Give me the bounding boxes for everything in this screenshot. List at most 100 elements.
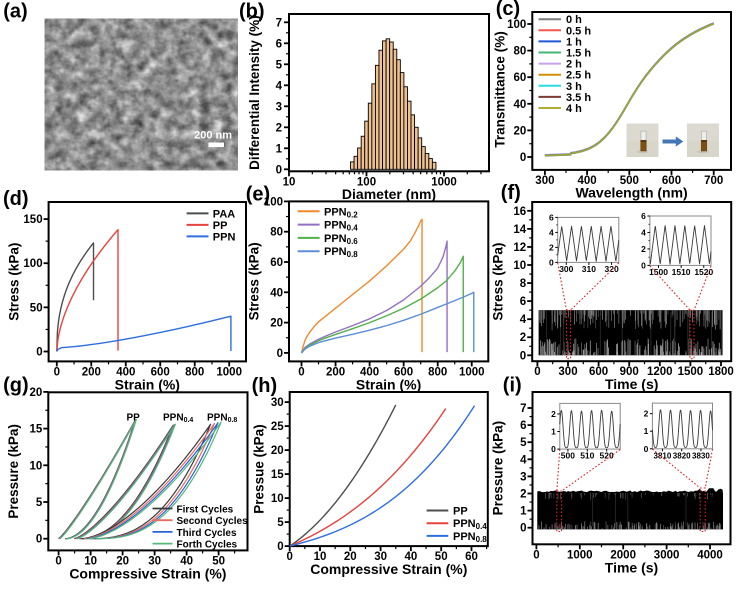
svg-text:0: 0 [641,260,646,270]
svg-text:310: 310 [582,264,596,274]
svg-text:400: 400 [360,366,379,378]
svg-text:PPN0.8: PPN0.8 [453,531,487,544]
svg-text:Third Cycles: Third Cycles [177,528,237,539]
svg-text:2000: 2000 [610,549,636,561]
svg-text:PPN0.6: PPN0.6 [324,233,358,246]
svg-text:20: 20 [270,318,283,330]
svg-text:600: 600 [394,366,413,378]
svg-text:300: 300 [535,175,554,187]
svg-text:PPN0.8: PPN0.8 [207,413,237,425]
svg-text:(c): (c) [496,0,520,20]
svg-text:3.5 h: 3.5 h [566,92,591,104]
svg-text:1000: 1000 [459,366,485,378]
svg-text:1: 1 [551,427,556,437]
svg-text:10: 10 [314,551,327,563]
svg-text:3 h: 3 h [566,81,582,93]
svg-text:5: 5 [276,59,283,71]
svg-text:0: 0 [534,366,540,378]
svg-text:100: 100 [507,19,526,31]
svg-text:1000: 1000 [431,176,457,188]
svg-text:1: 1 [520,506,527,518]
svg-text:200: 200 [326,366,345,378]
svg-text:40: 40 [514,99,527,111]
svg-text:2: 2 [520,332,526,344]
svg-text:Compressive Strain (%): Compressive Strain (%) [69,565,226,581]
svg-text:16: 16 [513,206,526,218]
svg-text:0: 0 [520,523,526,535]
svg-text:PPN0.2: PPN0.2 [324,206,358,219]
svg-text:80: 80 [270,227,283,239]
svg-text:0 h: 0 h [566,14,582,26]
svg-text:2: 2 [551,409,556,419]
svg-text:300: 300 [558,366,577,378]
svg-text:(e): (e) [246,183,270,205]
svg-text:900: 900 [620,366,639,378]
svg-text:5: 5 [277,517,284,529]
svg-text:2: 2 [644,409,649,419]
svg-text:10: 10 [283,176,296,188]
svg-text:10: 10 [30,460,43,472]
svg-text:Strain (%): Strain (%) [356,376,421,392]
svg-text:Forth Cycles: Forth Cycles [177,540,238,551]
svg-text:200: 200 [82,366,101,378]
svg-text:1500: 1500 [678,366,704,378]
svg-text:600: 600 [151,366,170,378]
svg-text:400: 400 [116,366,135,378]
svg-text:1510: 1510 [672,267,691,277]
svg-text:Time (s): Time (s) [605,559,658,575]
svg-text:PPN0.8: PPN0.8 [324,246,358,259]
svg-text:20: 20 [271,445,284,457]
svg-text:PP: PP [213,220,228,232]
svg-text:1520: 1520 [694,267,713,277]
svg-text:25: 25 [271,421,284,433]
svg-text:(f): (f) [501,182,521,204]
svg-text:5: 5 [36,497,43,509]
svg-text:80: 80 [514,46,527,58]
svg-text:7: 7 [276,17,282,29]
svg-text:(h): (h) [252,375,278,397]
svg-text:40: 40 [405,551,418,563]
svg-text:Compressive Strain (%): Compressive Strain (%) [310,561,467,577]
svg-text:3810: 3810 [654,451,672,460]
svg-text:Stress (kPa): Stress (kPa) [7,243,22,321]
svg-text:PPN0.4: PPN0.4 [453,518,487,531]
svg-text:4000: 4000 [697,549,723,561]
svg-text:20: 20 [116,555,129,567]
svg-text:0: 0 [277,541,283,553]
svg-text:Differential Intensity (%): Differential Intensity (%) [247,15,262,170]
svg-text:20: 20 [344,551,357,563]
svg-text:1000: 1000 [216,366,242,378]
svg-text:PAA: PAA [213,208,235,220]
svg-text:Pressue (kPa): Pressue (kPa) [252,424,267,513]
svg-text:4 h: 4 h [566,103,582,115]
svg-text:6: 6 [549,212,554,222]
svg-text:150: 150 [23,214,42,226]
svg-text:(d): (d) [3,188,29,210]
svg-text:0: 0 [286,551,292,563]
svg-text:0: 0 [55,555,61,567]
svg-text:1 h: 1 h [566,36,582,48]
svg-text:500: 500 [561,451,575,461]
svg-text:20: 20 [30,387,43,399]
svg-text:(i): (i) [503,375,522,397]
svg-text:800: 800 [185,366,204,378]
svg-text:1500: 1500 [649,267,668,277]
svg-text:Stress (kPa): Stress (kPa) [247,242,262,320]
svg-text:Pressure (kPa): Pressure (kPa) [490,421,505,516]
svg-text:4: 4 [276,80,283,92]
svg-text:Second Cycles: Second Cycles [177,516,249,527]
svg-text:Pressure (kPa): Pressure (kPa) [6,424,21,519]
svg-text:2: 2 [276,122,282,134]
svg-text:Wavelength (nm): Wavelength (nm) [575,184,687,200]
svg-text:3: 3 [520,471,526,483]
svg-text:10: 10 [271,493,284,505]
svg-text:320: 320 [605,264,619,274]
svg-text:(a): (a) [3,1,27,23]
svg-text:1000: 1000 [567,549,593,561]
svg-text:First Cycles: First Cycles [177,505,234,516]
svg-text:6: 6 [520,296,526,308]
svg-text:14: 14 [513,224,526,236]
svg-text:0: 0 [54,366,60,378]
svg-text:0: 0 [533,549,539,561]
svg-text:2: 2 [549,242,554,252]
